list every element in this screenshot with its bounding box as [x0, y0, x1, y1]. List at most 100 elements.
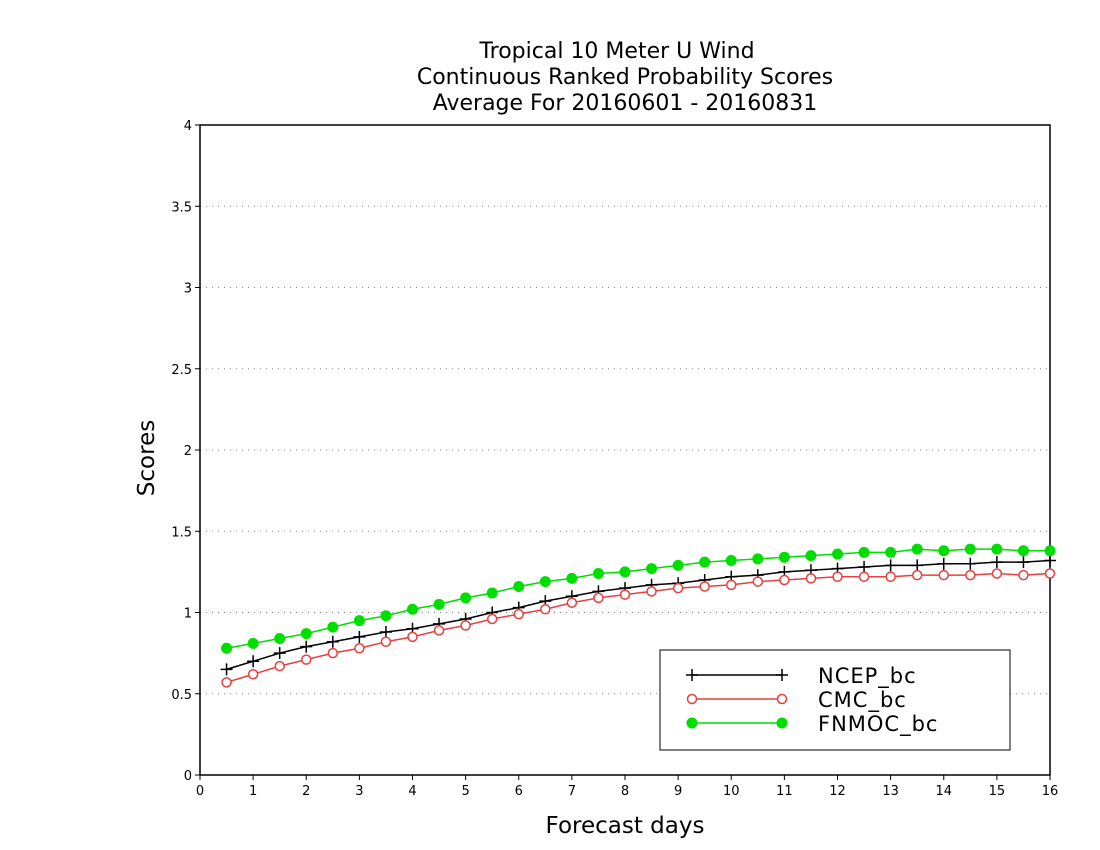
data-point-cmc-bc	[672, 582, 684, 594]
legend-marker-end	[776, 669, 788, 681]
y-tick-label: 3.5	[171, 200, 192, 215]
data-point-fnmoc-bc	[672, 559, 684, 571]
data-point-fnmoc-bc	[221, 642, 233, 654]
data-point-fnmoc-bc	[407, 603, 418, 615]
x-tick-label: 11	[776, 784, 793, 799]
x-tick-label: 8	[621, 784, 629, 799]
data-point-cmc-bc	[1018, 569, 1029, 581]
x-tick-label: 1	[249, 784, 257, 799]
data-point-cmc-bc	[752, 576, 764, 587]
x-tick-label: 6	[515, 784, 523, 799]
data-point-cmc-bc	[646, 586, 657, 597]
data-point-fnmoc-bc	[300, 628, 312, 640]
legend-marker-start	[686, 717, 698, 729]
series-fnmoc-bc	[221, 543, 1056, 654]
data-point-cmc-bc	[327, 647, 339, 659]
data-point-ncep-bc	[911, 559, 924, 572]
legend-marker-start	[686, 669, 698, 681]
x-tick-label: 4	[408, 784, 416, 799]
data-point-fnmoc-bc	[752, 553, 764, 565]
data-point-cmc-bc	[460, 620, 471, 631]
data-point-cmc-bc	[486, 613, 498, 625]
x-tick-label: 16	[1042, 784, 1059, 799]
data-point-fnmoc-bc	[885, 546, 897, 558]
data-point-fnmoc-bc	[247, 637, 259, 649]
data-point-cmc-bc	[699, 581, 710, 592]
data-point-cmc-bc	[885, 571, 896, 582]
legend-label: FNMOC_bc	[818, 712, 938, 737]
data-point-fnmoc-bc	[592, 568, 604, 579]
data-point-cmc-bc	[832, 571, 843, 582]
data-point-ncep-bc	[1017, 556, 1030, 569]
data-point-fnmoc-bc	[566, 572, 578, 584]
data-point-fnmoc-bc	[911, 543, 923, 555]
x-tick-label: 5	[461, 784, 469, 799]
x-tick-label: 9	[674, 784, 682, 799]
series-cmc-bc	[221, 568, 1056, 688]
y-tick-label: 1.5	[171, 525, 192, 540]
y-axis-label: Scores	[134, 420, 160, 496]
data-point-fnmoc-bc	[486, 587, 498, 599]
data-point-fnmoc-bc	[513, 581, 525, 592]
data-point-cmc-bc	[1044, 568, 1056, 579]
data-point-ncep-bc	[247, 655, 260, 668]
data-point-fnmoc-bc	[460, 592, 472, 604]
y-tick-label: 1	[184, 607, 192, 622]
legend-item-ncep-bc: NCEP_bc	[686, 664, 916, 689]
y-tick-label: 3	[184, 282, 192, 297]
data-point-cmc-bc	[858, 571, 870, 582]
data-point-cmc-bc	[247, 669, 259, 680]
data-point-cmc-bc	[965, 569, 976, 581]
data-point-fnmoc-bc	[725, 555, 737, 566]
data-point-cmc-bc	[221, 677, 232, 688]
data-point-ncep-bc	[858, 561, 871, 573]
data-point-fnmoc-bc	[539, 576, 551, 588]
data-point-ncep-bc	[964, 557, 977, 570]
data-point-cmc-bc	[619, 589, 631, 600]
legend-marker-end	[776, 717, 788, 729]
data-point-cmc-bc	[911, 569, 923, 581]
data-point-cmc-bc	[433, 625, 445, 636]
y-tick-label: 0	[184, 769, 192, 784]
data-point-fnmoc-bc	[832, 548, 843, 560]
y-tick-label: 2	[184, 444, 192, 459]
x-tick-label: 3	[355, 784, 363, 799]
x-axis-label: Forecast days	[546, 813, 705, 839]
data-point-fnmoc-bc	[1044, 545, 1056, 557]
data-point-fnmoc-bc	[1017, 545, 1029, 557]
title-line-2: Continuous Ranked Probability Scores	[417, 65, 833, 90]
x-tick-label: 10	[723, 784, 740, 799]
data-point-cmc-bc	[380, 636, 392, 647]
data-point-cmc-bc	[726, 579, 737, 591]
x-tick-label: 15	[989, 784, 1006, 799]
x-tick-label: 7	[568, 784, 576, 799]
data-point-ncep-bc	[220, 663, 233, 676]
data-point-cmc-bc	[513, 608, 524, 620]
data-point-fnmoc-bc	[327, 621, 339, 633]
data-point-fnmoc-bc	[274, 633, 286, 644]
x-axis: 0 1 2 3 4 5 6 7 8 9 10 11 12 13 14 15 16	[196, 775, 1058, 799]
data-point-cmc-bc	[779, 574, 790, 586]
data-point-fnmoc-bc	[964, 543, 976, 555]
gridlines	[200, 205, 1050, 695]
data-point-ncep-bc	[1044, 554, 1056, 567]
legend-item-cmc-bc: CMC_bc	[686, 688, 906, 713]
series-line-fnmoc-bc	[226, 548, 1050, 649]
legend-box	[659, 649, 1011, 751]
data-point-cmc-bc	[540, 604, 551, 615]
y-tick-label: 2.5	[171, 363, 192, 378]
data-point-cmc-bc	[805, 573, 817, 584]
data-point-cmc-bc	[274, 660, 285, 672]
series-group	[220, 543, 1056, 688]
data-point-ncep-bc	[300, 640, 313, 653]
x-tick-label: 14	[935, 784, 952, 799]
y-axis: 0 0.5 1 1.5 2 2.5 3 3.5 4	[171, 119, 200, 784]
data-point-fnmoc-bc	[380, 610, 392, 622]
data-point-cmc-bc	[407, 631, 418, 643]
x-tick-label: 13	[882, 784, 899, 799]
legend-marker-start	[686, 693, 698, 705]
data-point-fnmoc-bc	[938, 545, 950, 557]
data-point-fnmoc-bc	[619, 566, 631, 578]
